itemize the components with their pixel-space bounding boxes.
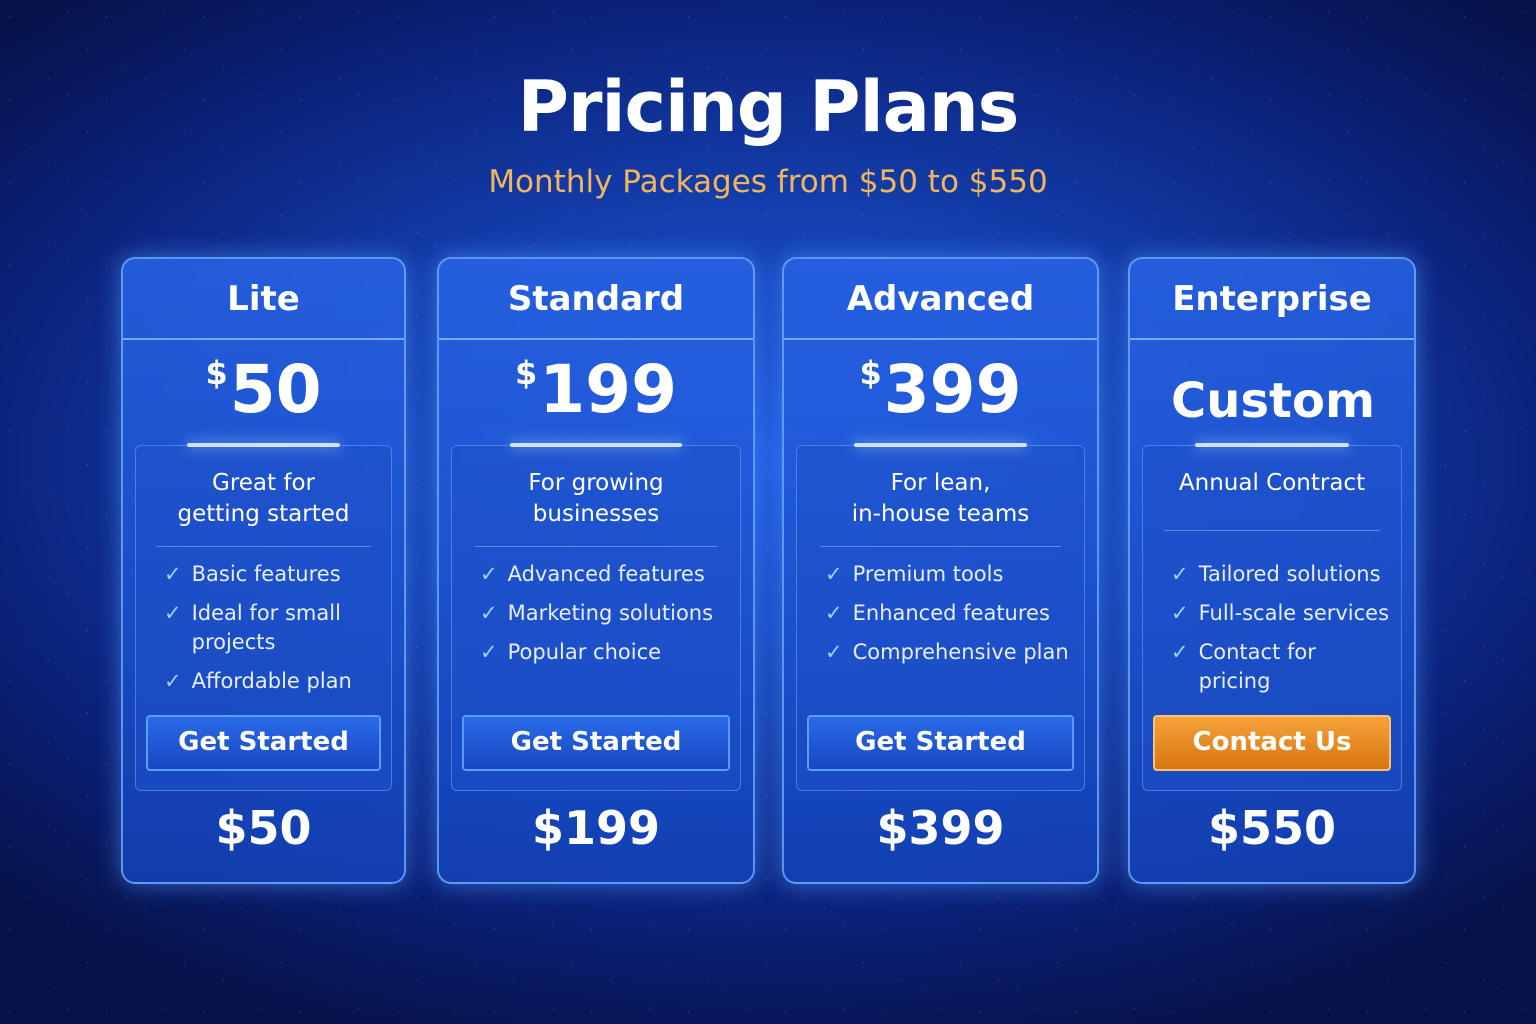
feature-item: ✓ Contact for pricing	[1171, 638, 1393, 696]
check-icon: ✓	[1171, 601, 1189, 625]
get-started-button[interactable]: Get Started	[146, 715, 381, 771]
price-value: 399	[883, 351, 1022, 428]
plan-card-standard: Standard $199 For growing businesses ✓ Ad…	[437, 257, 755, 884]
plan-card-lite: Lite $50 Great for getting started ✓ Basi…	[121, 257, 406, 884]
description-line: businesses	[532, 501, 660, 527]
plan-name: Advanced	[846, 279, 1035, 319]
glow-line	[187, 443, 340, 447]
feature-text: Premium tools	[852, 562, 1004, 586]
plan-price: $50	[123, 351, 404, 428]
feature-list: ✓ Basic features ✓ Ideal for small projects…	[164, 560, 383, 706]
feature-text: Marketing solutions	[507, 601, 714, 625]
bottom-price: $50	[215, 801, 312, 855]
plan-price: $399	[784, 351, 1097, 428]
currency-symbol: $	[514, 354, 538, 392]
plan-description: Annual Contract	[1143, 468, 1401, 499]
plan-card-advanced: Advanced $399 For lean, in-house teams ✓…	[782, 257, 1099, 884]
divider	[784, 338, 1097, 340]
plan-description: For lean, in-house teams	[797, 468, 1084, 530]
plan-price: Custom	[1130, 359, 1414, 429]
plan-name: Lite	[227, 279, 300, 319]
description-line: in-house teams	[851, 501, 1030, 527]
divider	[156, 546, 371, 547]
price-value: Custom	[1171, 373, 1375, 429]
check-icon: ✓	[1171, 562, 1189, 586]
feature-item: ✓ Premium tools	[825, 560, 1076, 589]
get-started-button[interactable]: Get Started	[807, 715, 1074, 771]
feature-text: Ideal for small projects	[191, 601, 341, 654]
divider	[439, 338, 753, 340]
feature-item: ✓ Tailored solutions	[1171, 560, 1393, 589]
description-line: Great for	[212, 470, 315, 496]
feature-text: Basic features	[191, 562, 341, 586]
feature-text: Tailored solutions	[1198, 562, 1381, 586]
plan-details: Annual Contract ✓ Tailored solutions ✓ Full…	[1142, 443, 1402, 791]
glow-line	[509, 443, 683, 447]
description-line: getting started	[177, 501, 350, 527]
check-icon: ✓	[480, 640, 498, 664]
plan-description: Great for getting started	[136, 468, 391, 530]
feature-list: ✓ Advanced features ✓ Marketing solutions ✓ P…	[480, 560, 732, 677]
divider	[1163, 530, 1381, 531]
feature-text: Popular choice	[507, 640, 662, 664]
divider	[475, 546, 717, 547]
check-icon: ✓	[1171, 640, 1189, 664]
feature-text: Enhanced features	[852, 601, 1050, 625]
feature-text: Comprehensive plan	[852, 640, 1069, 664]
check-icon: ✓	[164, 562, 182, 586]
price-value: 199	[539, 351, 678, 428]
check-icon: ✓	[480, 601, 498, 625]
feature-item: ✓ Popular choice	[480, 638, 732, 667]
feature-item: ✓ Affordable plan	[164, 667, 383, 696]
plan-details: For growing businesses ✓ Advanced feature…	[451, 443, 741, 791]
description-line: For lean,	[890, 470, 991, 496]
divider	[1130, 338, 1414, 340]
plan-name: Enterprise	[1172, 279, 1372, 319]
description-line: Annual Contract	[1178, 470, 1366, 496]
feature-list: ✓ Tailored solutions ✓ Full-scale services ✓…	[1171, 560, 1393, 706]
bottom-price: $199	[531, 801, 661, 855]
feature-item: ✓ Full-scale services	[1171, 599, 1393, 628]
divider	[123, 338, 404, 340]
feature-text: Contact for pricing	[1198, 640, 1316, 693]
contact-us-button[interactable]: Contact Us	[1153, 715, 1391, 771]
plan-details: For lean, in-house teams ✓ Premium tools ✓…	[796, 443, 1085, 791]
plan-description: For growing businesses	[452, 468, 740, 530]
feature-text: Advanced features	[507, 562, 705, 586]
feature-item: ✓ Enhanced features	[825, 599, 1076, 628]
check-icon: ✓	[825, 562, 843, 586]
check-icon: ✓	[480, 562, 498, 586]
bottom-price: $550	[1207, 801, 1337, 855]
divider	[819, 546, 1062, 547]
feature-list: ✓ Premium tools ✓ Enhanced features ✓ Compreh…	[825, 560, 1076, 677]
page-subtitle: Monthly Packages from $50 to $550	[488, 164, 1048, 200]
bottom-price: $399	[876, 801, 1005, 855]
feature-text: Affordable plan	[191, 669, 352, 693]
page-title: Pricing Plans	[517, 66, 1020, 148]
plan-name: Standard	[507, 279, 685, 319]
feature-item: ✓ Advanced features	[480, 560, 732, 589]
feature-item: ✓ Basic features	[164, 560, 383, 589]
currency-symbol: $	[205, 354, 228, 392]
glow-line	[854, 443, 1027, 447]
plan-details: Great for getting started ✓ Basic feature…	[135, 443, 392, 791]
check-icon: ✓	[825, 601, 843, 625]
feature-text: Full-scale services	[1198, 601, 1390, 625]
price-value: 50	[229, 351, 322, 428]
glow-line	[1194, 443, 1350, 447]
check-icon: ✓	[164, 669, 182, 693]
get-started-button[interactable]: Get Started	[462, 715, 730, 771]
feature-item: ✓ Marketing solutions	[480, 599, 732, 628]
currency-symbol: $	[859, 354, 882, 392]
description-line: For growing	[528, 470, 664, 496]
feature-item: ✓ Ideal for small projects	[164, 599, 383, 657]
plan-card-enterprise: Enterprise Custom Annual Contract ✓ Tailo…	[1128, 257, 1416, 884]
feature-item: ✓ Comprehensive plan	[825, 638, 1076, 667]
check-icon: ✓	[164, 601, 182, 625]
plan-price: $199	[439, 351, 753, 428]
check-icon: ✓	[825, 640, 843, 664]
